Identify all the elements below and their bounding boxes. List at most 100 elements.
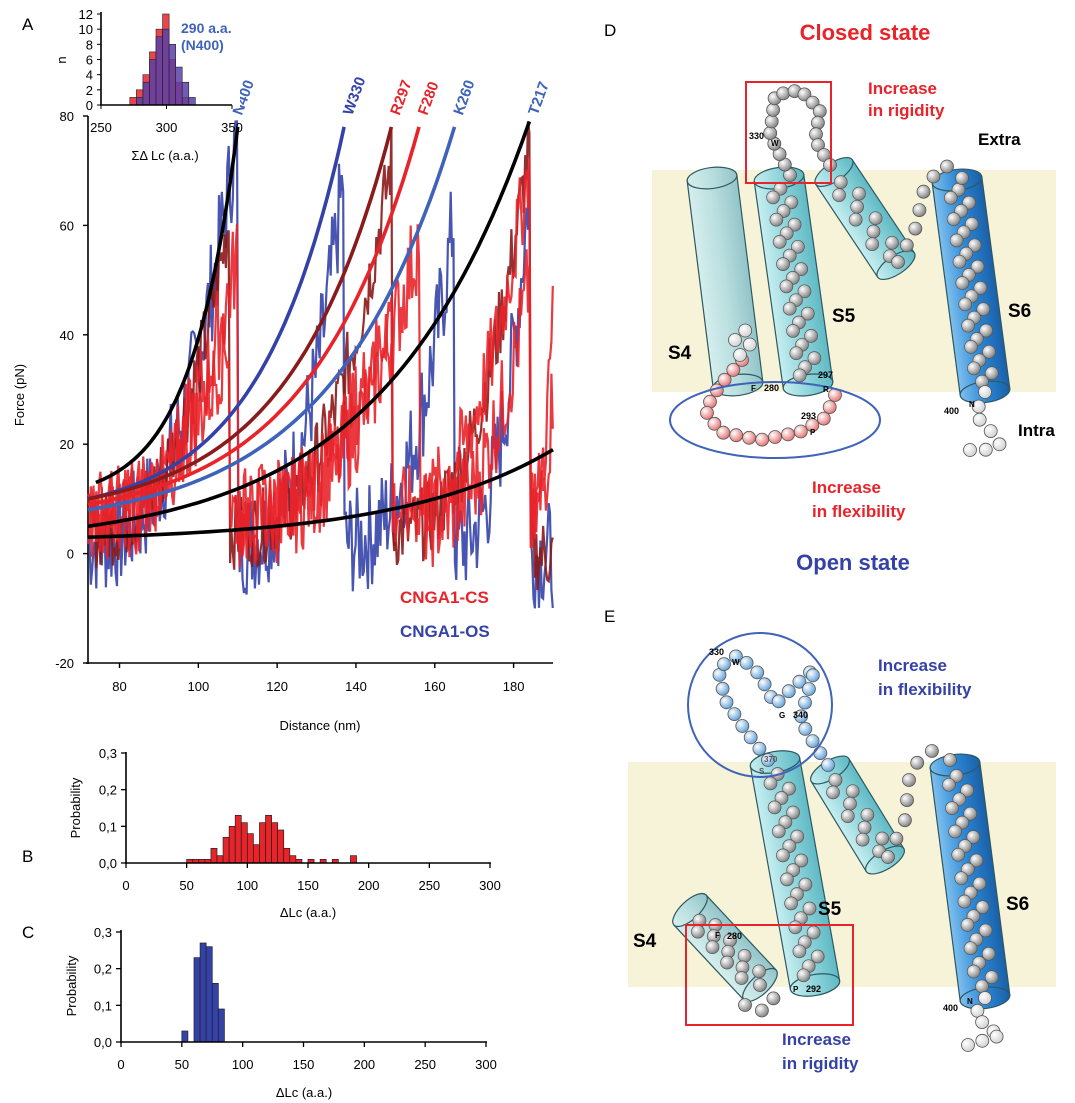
- flexible-bead: [822, 400, 837, 415]
- residue-bead: [945, 801, 959, 815]
- flexible-bead: [742, 430, 756, 445]
- residue-bead: [955, 276, 970, 290]
- loop-bead: [955, 171, 969, 185]
- loop-bead: [925, 744, 939, 758]
- loop-bead: [940, 159, 954, 174]
- flexible-bead: [806, 668, 820, 683]
- y-tick-label: -20: [55, 656, 74, 671]
- intra-label: Intra: [1018, 421, 1055, 440]
- flexible-bead: [781, 427, 795, 442]
- y-tick-label: 60: [60, 218, 74, 233]
- x-tick-label: 0: [122, 878, 129, 893]
- loop-bead: [908, 221, 923, 236]
- flexible-bead: [726, 362, 741, 377]
- loop-bead: [738, 998, 752, 1012]
- res-370-e: 370: [764, 755, 778, 764]
- residue-bead: [778, 815, 793, 829]
- residue-bead: [949, 769, 964, 783]
- y-tick-label: 0,3: [94, 925, 112, 940]
- flexible-bead: [802, 682, 816, 696]
- histogram-bar: [259, 822, 266, 864]
- residue-bead: [832, 188, 846, 202]
- res-n-d: N: [969, 400, 975, 409]
- histogram-bar: [234, 814, 242, 864]
- loop-bead: [766, 991, 781, 1006]
- residue-bead: [868, 211, 883, 226]
- flexibility-label-d-2: in flexibility: [812, 502, 906, 521]
- fit-curve: [87, 448, 554, 539]
- inset-bar: [175, 66, 183, 106]
- inset-bar: [129, 97, 137, 106]
- loop-bead: [926, 169, 941, 184]
- fit-curve: [87, 126, 394, 501]
- inset-y-tick-label: 12: [79, 7, 93, 22]
- loop-bead: [943, 753, 957, 767]
- flexibility-label-e-2: in flexibility: [878, 680, 972, 699]
- loop-bead: [797, 87, 812, 102]
- loop-bead: [764, 114, 779, 129]
- panel-label-c: C: [22, 923, 34, 942]
- x-tick-label: 150: [297, 878, 319, 893]
- residue-bead: [885, 235, 899, 250]
- histogram-bar: [228, 825, 236, 864]
- histogram-bar: [289, 855, 297, 864]
- flexibility-circle-e: [687, 632, 833, 778]
- histogram-bar: [253, 844, 260, 864]
- residue-bead: [967, 361, 981, 376]
- x-tick-label: 250: [414, 1057, 436, 1072]
- residue-bead: [794, 262, 809, 276]
- residue-bead: [963, 941, 978, 956]
- residue-bead: [960, 783, 974, 798]
- inset-y-tick-label: 6: [86, 53, 93, 68]
- residue-bead: [952, 792, 967, 807]
- residue-bead: [771, 824, 786, 839]
- residue-bead: [964, 340, 978, 354]
- residue-bead: [784, 896, 798, 911]
- residue-bead: [845, 784, 860, 799]
- inset-bar: [155, 36, 163, 106]
- flexibility-label-e-1: Increase: [878, 656, 947, 675]
- flexible-bead: [729, 649, 743, 664]
- loop-bead: [891, 255, 905, 269]
- loop-bead: [912, 203, 927, 218]
- residue-bead: [948, 824, 962, 839]
- res-n-e: N: [967, 997, 973, 1006]
- residue-bead: [766, 190, 780, 205]
- res-330-d: 330: [749, 131, 764, 141]
- flexible-bead: [805, 418, 820, 433]
- residue-bead: [774, 791, 789, 805]
- x-tick-label: 300: [475, 1057, 497, 1072]
- histogram-bar: [350, 855, 357, 864]
- fit-curve: [95, 126, 240, 485]
- res-400-d: 400: [944, 406, 959, 416]
- res-293-d: 293: [801, 411, 816, 421]
- flexibility-label-d-1: Increase: [812, 478, 881, 497]
- flexible-bead: [792, 674, 807, 689]
- residue-bead: [763, 776, 778, 791]
- x-tick-label: 300: [479, 878, 501, 893]
- inset-y-tick-label: 4: [86, 68, 93, 83]
- residue-bead: [967, 238, 982, 253]
- flexible-bead: [813, 746, 828, 760]
- loop-bead: [902, 773, 916, 787]
- histogram-bar: [199, 942, 207, 1043]
- faint-bead: [972, 412, 987, 427]
- s6-label-e: S6: [1006, 894, 1029, 915]
- x-tick-label: 180: [503, 679, 525, 694]
- y-tick-label: 0,0: [94, 1035, 112, 1050]
- residue-bead: [705, 940, 720, 954]
- loop-bead: [899, 238, 914, 253]
- inset-y-tick-label: 0: [86, 98, 93, 113]
- bars-c: [181, 942, 225, 1043]
- y-tick-label: 0,1: [99, 819, 117, 834]
- residue-bead: [943, 190, 958, 205]
- res-s-e: S: [759, 767, 765, 776]
- residue-bead: [737, 949, 752, 963]
- b-x-label: ΔLc (a.a.): [280, 905, 336, 920]
- fit-curve: [87, 126, 346, 501]
- rigidity-box-d: [745, 81, 832, 184]
- residue-bead: [973, 281, 988, 295]
- inset-bar: [181, 81, 190, 106]
- histogram-bar: [222, 836, 230, 864]
